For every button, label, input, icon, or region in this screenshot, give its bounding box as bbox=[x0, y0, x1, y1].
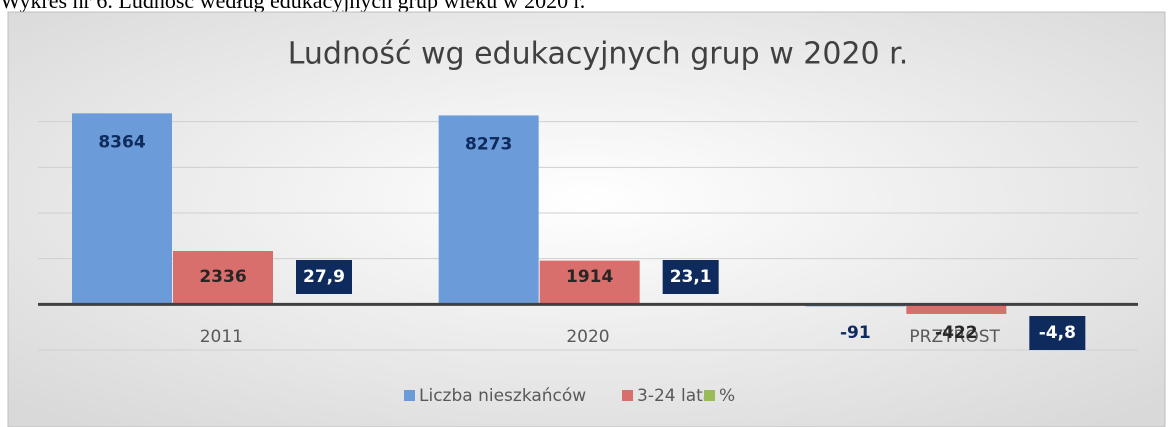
x-tick-label: PRZYROST bbox=[909, 327, 1000, 347]
bar bbox=[438, 115, 539, 305]
data-label: 8364 bbox=[98, 132, 145, 152]
data-label-box bbox=[1029, 316, 1086, 350]
chart-area bbox=[7, 11, 1166, 427]
data-label: 2336 bbox=[199, 267, 246, 287]
data-label: -91 bbox=[840, 323, 871, 343]
data-label-box bbox=[296, 260, 352, 294]
data-label: 23,1 bbox=[670, 267, 712, 287]
data-label: -4,8 bbox=[1039, 323, 1076, 343]
legend-label: Liczba nieszkańców bbox=[419, 386, 586, 406]
legend-swatch bbox=[404, 390, 415, 401]
data-label: 27,9 bbox=[303, 267, 345, 287]
x-tick-label: 2020 bbox=[566, 327, 609, 347]
chart-title: Ludność wg edukacyjnych grup w 2020 r. bbox=[288, 37, 909, 72]
data-label: 8273 bbox=[465, 134, 512, 154]
bar bbox=[173, 250, 273, 305]
data-label: 1914 bbox=[566, 267, 613, 287]
legend-swatch bbox=[704, 390, 715, 401]
data-label: -422 bbox=[935, 323, 978, 343]
legend-label: % bbox=[719, 386, 735, 406]
legend-label: 3-24 lata bbox=[637, 386, 713, 406]
bar bbox=[906, 304, 1007, 314]
caption: Wykres nr 6. Ludność według edukacyjnych… bbox=[0, 0, 585, 13]
data-label-box bbox=[662, 260, 719, 294]
x-tick-label: 2011 bbox=[200, 327, 243, 347]
legend-swatch bbox=[622, 390, 633, 401]
bar bbox=[72, 113, 172, 305]
bar bbox=[539, 260, 640, 305]
